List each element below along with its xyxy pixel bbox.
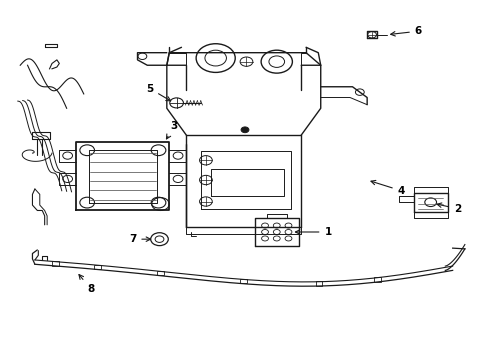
Text: 7: 7 [129, 234, 150, 244]
Circle shape [241, 127, 249, 133]
Text: 5: 5 [146, 84, 171, 101]
Text: 6: 6 [391, 26, 422, 36]
Text: 1: 1 [295, 227, 332, 237]
Text: 3: 3 [167, 121, 178, 139]
Text: 8: 8 [79, 275, 95, 294]
Text: 2: 2 [437, 203, 461, 214]
Text: 4: 4 [371, 180, 405, 196]
